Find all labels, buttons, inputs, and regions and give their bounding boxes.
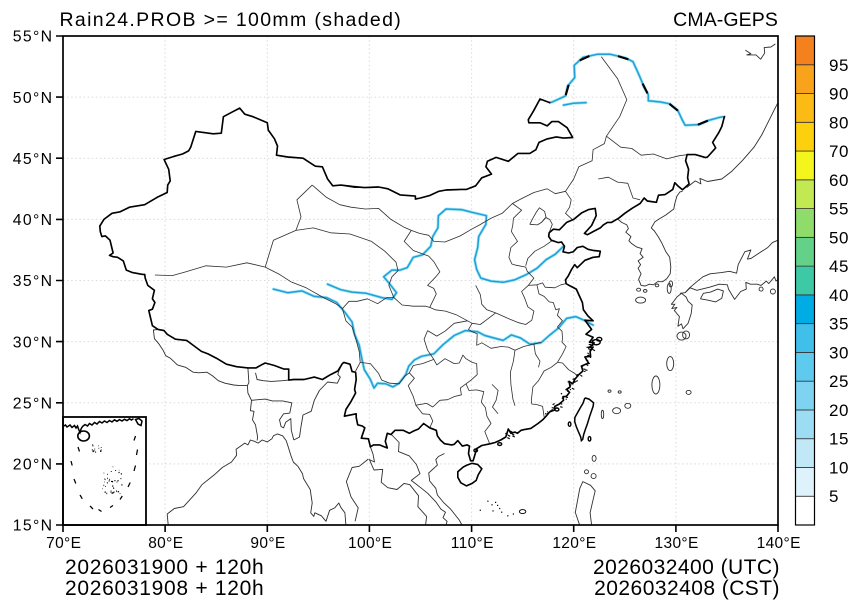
svg-text:20°N: 20°N bbox=[13, 457, 54, 474]
svg-text:55: 55 bbox=[829, 200, 849, 219]
svg-text:2026032408 (CST): 2026032408 (CST) bbox=[594, 577, 780, 600]
svg-text:140°E: 140°E bbox=[757, 535, 801, 552]
svg-text:45: 45 bbox=[829, 257, 849, 276]
svg-text:Rain24.PROB >= 100mm (shaded): Rain24.PROB >= 100mm (shaded) bbox=[60, 9, 403, 31]
svg-text:110°E: 110°E bbox=[451, 535, 494, 552]
svg-text:55°N: 55°N bbox=[13, 29, 54, 46]
svg-text:CMA-GEPS: CMA-GEPS bbox=[673, 9, 778, 31]
svg-text:5: 5 bbox=[829, 487, 839, 506]
svg-text:40°N: 40°N bbox=[13, 212, 54, 229]
svg-text:50: 50 bbox=[829, 228, 849, 247]
svg-text:80°E: 80°E bbox=[148, 535, 183, 552]
svg-text:10: 10 bbox=[829, 459, 849, 478]
svg-text:50°N: 50°N bbox=[13, 90, 54, 107]
svg-text:120°E: 120°E bbox=[552, 535, 596, 552]
svg-text:15: 15 bbox=[829, 430, 849, 449]
svg-text:60: 60 bbox=[829, 171, 849, 190]
svg-text:100°E: 100°E bbox=[348, 535, 392, 552]
svg-text:2026031900 + 120h: 2026031900 + 120h bbox=[65, 556, 264, 579]
svg-text:95: 95 bbox=[829, 56, 849, 75]
svg-text:20: 20 bbox=[829, 401, 849, 420]
svg-text:45°N: 45°N bbox=[13, 151, 54, 168]
svg-text:130°E: 130°E bbox=[655, 535, 699, 552]
svg-text:15°N: 15°N bbox=[13, 518, 54, 535]
svg-text:80: 80 bbox=[829, 113, 849, 132]
svg-text:90: 90 bbox=[829, 85, 849, 104]
svg-text:35°N: 35°N bbox=[13, 273, 54, 290]
svg-text:2026031908 + 120h: 2026031908 + 120h bbox=[65, 577, 264, 600]
svg-text:25°N: 25°N bbox=[13, 395, 54, 412]
svg-text:35: 35 bbox=[829, 315, 849, 334]
svg-text:30°N: 30°N bbox=[13, 334, 54, 351]
svg-text:70°E: 70°E bbox=[46, 535, 81, 552]
svg-text:90°E: 90°E bbox=[250, 535, 285, 552]
svg-text:70: 70 bbox=[829, 142, 849, 161]
svg-text:25: 25 bbox=[829, 372, 849, 391]
svg-text:30: 30 bbox=[829, 343, 849, 362]
svg-text:40: 40 bbox=[829, 286, 849, 305]
svg-text:2026032400 (UTC): 2026032400 (UTC) bbox=[593, 556, 780, 579]
